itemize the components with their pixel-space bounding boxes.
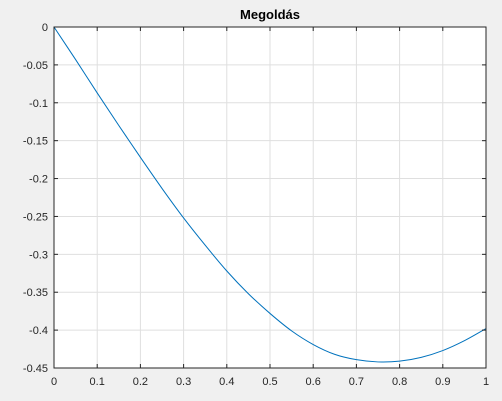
y-tick-label: -0.05 [23,60,48,72]
series-layer [53,26,487,363]
y-tick-label: -0.25 [23,211,48,223]
y-tick-label: -0.3 [29,249,48,261]
x-axis: 0 0.1 0.2 0.3 0.4 0.5 0.6 0.7 0.8 0.9 1 [51,27,489,388]
x-tick-label: 0.4 [219,376,234,388]
chart-title: Megoldás [240,7,300,22]
y-tick-label: 0 [42,22,48,34]
x-tick-label: 0.3 [176,376,191,388]
x-tick-label: 0.1 [90,376,105,388]
x-tick-label: 0.5 [262,376,277,388]
x-tick-label: 1 [483,376,489,388]
y-tick-label: -0.4 [29,325,48,337]
x-tick-label: 0.6 [306,376,321,388]
series-line [53,26,487,363]
x-tick-label: 0.9 [435,376,450,388]
x-tick-label: 0.2 [133,376,148,388]
y-tick-label: -0.45 [23,363,48,375]
y-tick-label: -0.1 [29,98,48,110]
y-axis: 0 -0.05 -0.1 -0.15 -0.2 -0.25 -0.3 -0.35 -0.4 -0.… [23,22,486,375]
y-tick-label: -0.35 [23,287,48,299]
x-tick-label: 0 [51,376,57,388]
y-tick-label: -0.15 [23,136,48,148]
y-tick-label: -0.2 [29,174,48,186]
x-tick-label: 0.8 [392,376,407,388]
x-tick-label: 0.7 [349,376,364,388]
